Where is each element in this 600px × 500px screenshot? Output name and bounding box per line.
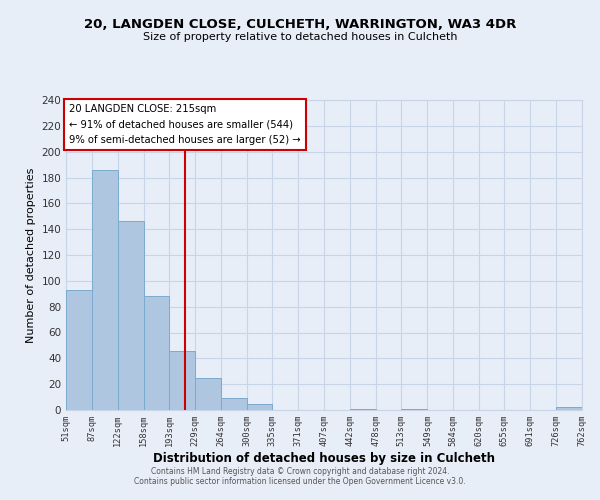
Bar (221, 398, 247, 410)
Text: Contains HM Land Registry data © Crown copyright and database right 2024.: Contains HM Land Registry data © Crown c… (151, 467, 449, 476)
Text: Contains public sector information licensed under the Open Government Licence v3: Contains public sector information licen… (134, 477, 466, 486)
Bar (195, 378, 221, 410)
Y-axis label: Number of detached properties: Number of detached properties (26, 168, 36, 342)
Bar (556, 408, 582, 410)
Bar (143, 296, 169, 410)
Bar (92, 170, 118, 410)
Text: Size of property relative to detached houses in Culcheth: Size of property relative to detached ho… (143, 32, 457, 42)
Bar (66, 290, 92, 410)
X-axis label: Distribution of detached houses by size in Culcheth: Distribution of detached houses by size … (153, 452, 495, 465)
Bar (247, 404, 272, 410)
Bar (401, 408, 427, 410)
Text: 20 LANGDEN CLOSE: 215sqm
← 91% of detached houses are smaller (544)
9% of semi-d: 20 LANGDEN CLOSE: 215sqm ← 91% of detach… (69, 104, 301, 145)
Bar (350, 408, 376, 410)
Bar (118, 222, 143, 410)
Text: 20, LANGDEN CLOSE, CULCHETH, WARRINGTON, WA3 4DR: 20, LANGDEN CLOSE, CULCHETH, WARRINGTON,… (84, 18, 516, 30)
Bar (169, 350, 195, 410)
